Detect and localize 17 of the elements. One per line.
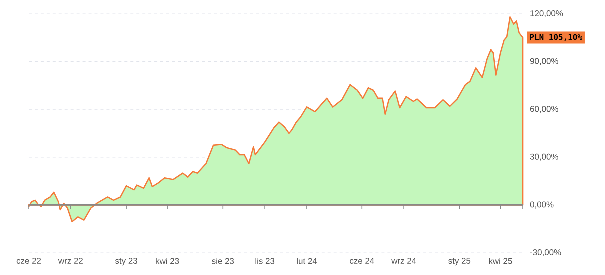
y-tick-label: 120,00% — [530, 10, 564, 18]
y-tick-label: 90,00% — [530, 58, 558, 66]
x-tick-label: wrz 24 — [392, 258, 416, 264]
x-tick-label: wrz 22 — [58, 258, 83, 264]
y-tick-label: 0,00% — [530, 202, 554, 209]
y-tick-label: 60,00% — [530, 106, 558, 114]
y-tick-label: -30,00% — [530, 250, 562, 256]
x-tick-label: lut 24 — [297, 258, 318, 264]
x-tick-label: cze 22 — [16, 258, 42, 264]
x-tick-label: lis 23 — [256, 258, 275, 264]
x-tick-label: sie 23 — [212, 258, 234, 264]
x-tick-label: kwi 23 — [156, 258, 180, 264]
x-tick-label: sty 23 — [115, 258, 138, 266]
x-tick-label: cze 24 — [350, 258, 374, 264]
x-tick-label: kwi 25 — [489, 258, 512, 264]
y-tick-label: 30,00% — [530, 154, 558, 161]
x-tick-label: sty 25 — [448, 258, 471, 266]
